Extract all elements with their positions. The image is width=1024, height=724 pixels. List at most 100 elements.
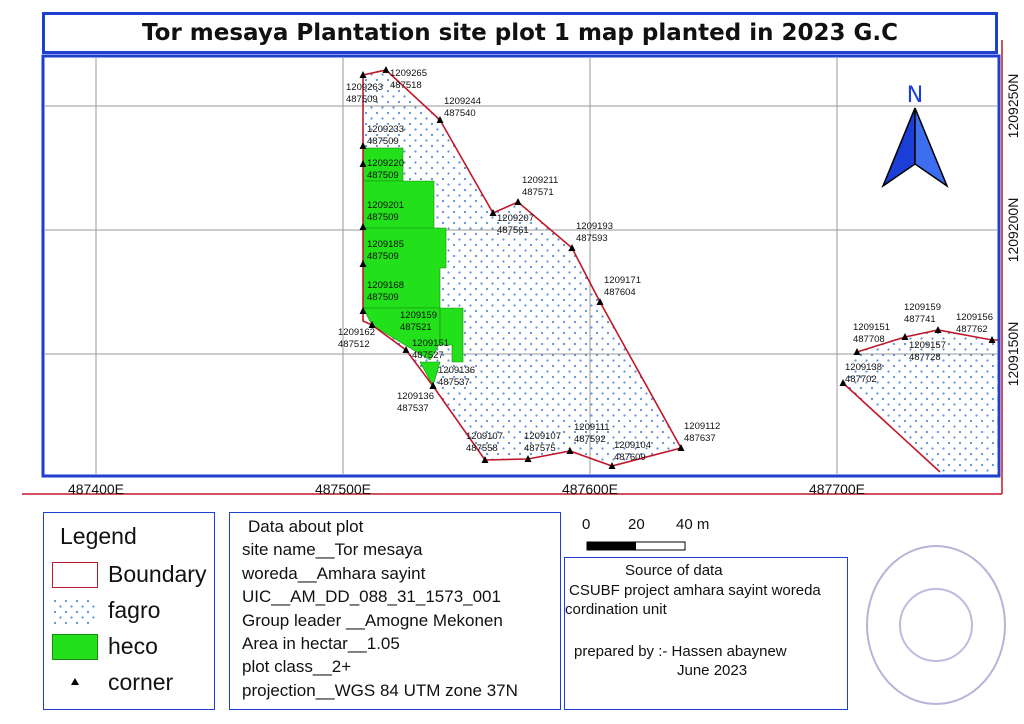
boundary-swatch-icon [52,561,98,588]
corner-triangle-icon [524,455,532,462]
legend-label: corner [108,669,174,695]
x-tick-label: 487500E [315,481,371,497]
corner-triangle-icon [608,462,616,469]
corner-northing-label: 1209220 [367,158,404,169]
corner-northing-label: 1209111 [574,422,610,433]
prepared-by: prepared by :- Hassen abaynew [574,643,787,660]
corner-triangle-icon [566,447,574,454]
corner-triangle-icon [489,209,497,216]
x-tick-label: 487600E [562,481,618,497]
corner-triangle-icon [934,326,942,333]
corner-northing-label: 1209193 [576,221,613,232]
corner-triangle-icon [988,336,996,343]
legend-label: fagro [108,597,161,623]
corner-northing-label: 1209136 [438,365,475,376]
corner-northing-label: 1209151 [853,322,890,333]
corner-triangle-icon [429,382,437,389]
plot-info-line: Area in hectar__1.05 [242,634,400,654]
y-tick-labels: 1209250N 1209200N 1209150N [1005,74,1021,387]
corner-easting-label: 487512 [338,339,370,350]
legend-item-heco: heco [52,633,158,660]
corner-easting-label: 487592 [574,434,606,445]
scale-label-20: 20 [628,516,645,533]
prepared-date: June 2023 [677,662,748,679]
corner-easting-label: 487728 [909,352,941,363]
heco-areas [362,147,464,387]
corner-easting-label: 487521 [400,322,432,333]
corner-easting-label: 487540 [444,108,476,119]
legend-item-fagro: fagro [52,597,160,624]
scale-label-0: 0 [582,516,591,533]
corner-triangle-icon [853,348,861,355]
corner-easting-label: 487518 [390,80,422,91]
fagro-area-main [363,70,681,466]
corner-northing-label: 1209201 [367,200,404,211]
corner-northing-label: 1209159 [400,310,437,321]
corner-northing-label: 1209112 [684,421,720,432]
official-stamp-icon [866,545,1006,705]
plot-info-line: site name__Tor mesaya [242,540,423,560]
corner-northing-label: 1209157 [909,340,946,351]
corner-easting-label: 487637 [684,433,716,444]
source-line-2: cordination unit [565,601,667,618]
corner-triangle-icon [839,379,847,386]
fagro-swatch-icon [52,597,98,624]
x-tick-label: 487700E [809,481,865,497]
corner-easting-label: 487558 [466,443,498,454]
stamp-inner-ring [899,588,973,662]
corner-triangle-icon [359,142,367,149]
corner-northing-label: 1209107 [466,431,503,442]
corner-triangle-icon [359,307,367,314]
corner-easting-label: 487575 [524,443,556,454]
y-tick-label: 1209250N [1005,74,1021,139]
y-tick-label: 1209150N [1005,322,1021,387]
corner-triangle-icon [359,223,367,230]
fagro-area-east [843,330,998,472]
scale-label-40: 40 m [676,516,710,533]
boundary-east [842,382,941,473]
corner-triangle-icon [359,160,367,167]
corner-northing-label: 1209233 [367,124,404,135]
corner-triangle-icon [382,66,390,73]
corner-triangle-icon [901,333,909,340]
corner-triangle-icon [359,260,367,267]
x-tick-label: 487400E [68,481,124,497]
y-tick-label: 1209200N [1005,198,1021,263]
corner-northing-label: 1209159 [904,302,941,313]
source-panel: Source of data CSUBF project amhara sayi… [564,557,848,710]
corner-triangle-icon [368,321,376,328]
plot-info-line: plot class__2+ [242,657,352,677]
corner-northing-label: 1209211 [522,175,558,186]
plot-info-line: Group leader __Amogne Mekonen [242,610,503,630]
corner-easting-label: 487537 [397,403,429,414]
corner-northing-label: 1209171 [604,275,641,286]
corner-triangle-icon [481,456,489,463]
legend-item-boundary: Boundary [52,561,206,588]
corner-triangle-icon [402,346,410,353]
corner-northing-label: 1209156 [956,312,993,323]
corner-northing-label: 1209138 [845,362,882,373]
corner-easting-label: 487609 [614,452,646,463]
corner-easting-label: 487509 [367,136,399,147]
corner-easting-label: 487509 [367,212,399,223]
corner-triangle-icon [677,444,685,451]
corner-easting-label: 487509 [367,251,399,262]
north-arrow-icon: N [881,83,949,189]
plot-info-line: projection__WGS 84 UTM zone 37N [242,680,518,700]
plot-info-line: UIC__AM_DD_088_31_1573_001 [242,587,501,607]
corner-triangle-icon [596,298,604,305]
legend-label: Boundary [108,561,207,587]
corner-northing-label: 1209151 [412,338,449,349]
corner-triangle-icon [514,198,522,205]
corner-northing-label: 1209136 [397,391,434,402]
legend-panel: Legend Boundary fagro heco corner [43,512,215,710]
corner-northing-label: 1209263 [346,82,383,93]
corner-easting-label: 487509 [367,170,399,181]
corner-easting-label: 487509 [367,292,399,303]
corner-easting-label: 487527 [412,350,444,361]
corner-northing-label: 1209265 [390,68,427,79]
plot-info-panel: Data about plot site name__Tor mesaya wo… [229,512,561,710]
legend-title: Legend [60,523,137,549]
